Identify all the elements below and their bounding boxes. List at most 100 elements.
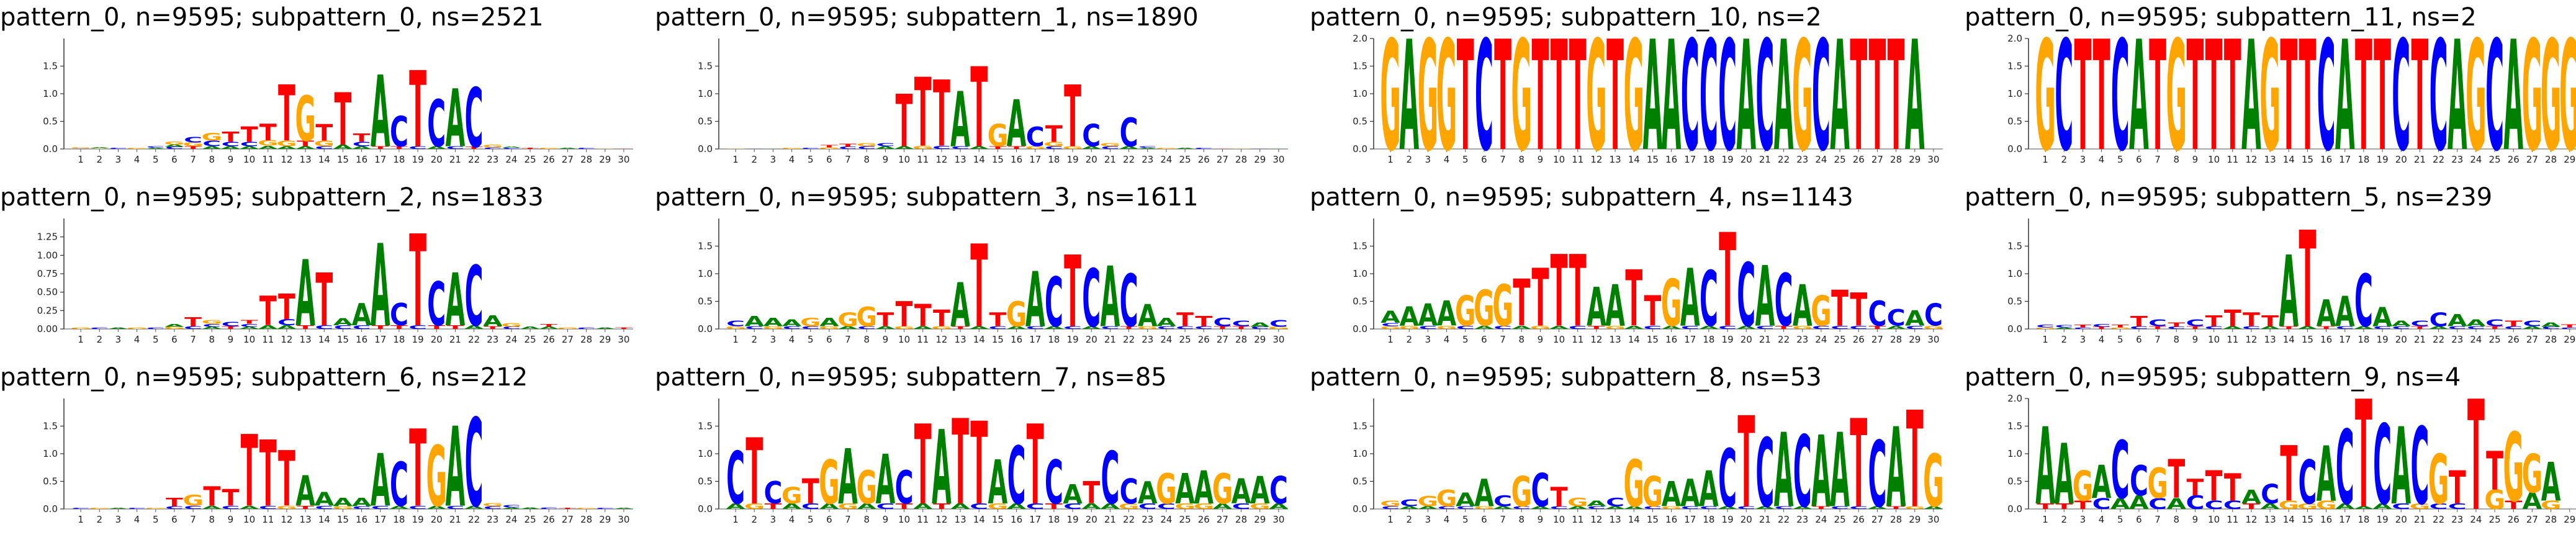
logo-letter-T: T xyxy=(615,327,633,330)
x-tick-label: 20 xyxy=(431,334,443,345)
logo-letter-G: G xyxy=(2428,440,2449,520)
logo-letter-C: C xyxy=(745,325,763,330)
x-tick-label: 20 xyxy=(2395,334,2407,345)
logo-letter-T: T xyxy=(2505,499,2522,512)
x-tick-label: 20 xyxy=(1086,154,1097,165)
logo-letter-C: C xyxy=(2261,479,2279,510)
logo-letter-T: T xyxy=(839,143,857,148)
logo-letter-G: G xyxy=(1399,325,1420,330)
x-tick-label: 12 xyxy=(281,154,292,165)
logo-letter-T: T xyxy=(2224,466,2241,510)
logo-letter-A: A xyxy=(1643,32,1663,175)
x-tick-label: 25 xyxy=(525,334,536,345)
x-tick-label: 22 xyxy=(468,514,480,525)
x-tick-label: 30 xyxy=(1272,514,1284,525)
logo-letter-A: A xyxy=(1774,32,1794,175)
logo-letter-G: G xyxy=(1455,287,1476,336)
logo-letter-G: G xyxy=(1436,325,1457,330)
x-tick-label: 9 xyxy=(1538,154,1544,165)
x-tick-label: 20 xyxy=(1741,154,1752,165)
logo-letter-C: C xyxy=(1269,319,1288,330)
logo-letter-C: C xyxy=(1643,325,1662,330)
x-tick-label: 9 xyxy=(883,154,889,165)
logo-letter-C: C xyxy=(1418,325,1437,330)
x-tick-label: 1 xyxy=(1387,334,1394,345)
panel-title: pattern_0, n=9595; subpattern_1, ns=1890 xyxy=(655,3,1199,32)
logo-letter-C: C xyxy=(2111,425,2130,517)
logo-letter-A: A xyxy=(1456,489,1475,511)
x-tick-label: 27 xyxy=(562,514,574,525)
x-tick-label: 20 xyxy=(2395,154,2407,165)
logo-letter-C: C xyxy=(1587,505,1606,510)
x-tick-label: 23 xyxy=(2451,514,2463,525)
x-tick-label: 1 xyxy=(78,514,84,525)
logo-letter-C: C xyxy=(277,318,296,327)
logo-letter-T: T xyxy=(2280,431,2297,519)
logo-letter-T: T xyxy=(1195,313,1213,329)
x-tick-label: 4 xyxy=(1444,334,1450,345)
logo-letter-A: A xyxy=(426,145,446,150)
x-tick-label: 28 xyxy=(580,154,592,165)
logo-letter-A: A xyxy=(464,505,484,510)
logo-letter-T: T xyxy=(1888,32,1905,175)
logo-letter-G: G xyxy=(1642,468,1664,517)
x-tick-label: 18 xyxy=(393,334,405,345)
logo-letter-C: C xyxy=(1045,145,1063,150)
logo-letter-C: C xyxy=(71,148,90,149)
logo-letter-G: G xyxy=(1792,325,1813,330)
logo-letter-T: T xyxy=(896,502,913,511)
logo-letter-G: G xyxy=(1511,32,1532,175)
logo-letter-G: G xyxy=(837,309,858,331)
x-tick-label: 3 xyxy=(770,514,777,525)
logo-letter-T: T xyxy=(428,325,445,330)
x-tick-label: 27 xyxy=(562,334,574,345)
x-tick-label: 28 xyxy=(2545,514,2557,525)
x-tick-label: 22 xyxy=(2433,154,2444,165)
x-tick-label: 18 xyxy=(2358,514,2369,525)
logo-letter-G: G xyxy=(501,322,521,328)
x-tick-label: 2 xyxy=(751,154,757,165)
logo-letter-A: A xyxy=(258,145,278,150)
logo-letter-T: T xyxy=(222,129,240,145)
x-tick-label: 1 xyxy=(2042,334,2048,345)
logo-letter-C: C xyxy=(1251,148,1269,149)
x-tick-label: 2 xyxy=(96,154,102,165)
logo-letter-T: T xyxy=(1569,32,1587,175)
logo-letter-A: A xyxy=(838,434,858,522)
logo-letter-T: T xyxy=(1606,32,1624,175)
logo-letter-T: T xyxy=(1588,325,1605,330)
logo-letter-T: T xyxy=(2037,502,2054,511)
y-tick-label: 1.0 xyxy=(2007,88,2022,99)
x-tick-label: 11 xyxy=(1572,334,1583,345)
logo-letter-C: C xyxy=(502,326,521,330)
logo-letter-A: A xyxy=(2298,325,2318,330)
x-tick-label: 11 xyxy=(262,154,274,165)
logo-letter-A: A xyxy=(2260,325,2280,330)
x-tick-label: 28 xyxy=(580,334,592,345)
x-tick-label: 26 xyxy=(1853,514,1865,525)
logo-letter-A: A xyxy=(1662,32,1682,175)
y-tick-label: 1.5 xyxy=(43,421,58,432)
logo-letter-A: A xyxy=(1549,325,1569,330)
logo-letter-T: T xyxy=(1027,402,1044,529)
x-tick-label: 5 xyxy=(153,154,159,165)
logo-letter-G: G xyxy=(1100,142,1120,147)
logo-letter-A: A xyxy=(614,508,634,510)
logo-letter-C: C xyxy=(1026,502,1045,511)
x-tick-label: 15 xyxy=(992,514,1004,525)
logo-letter-C: C xyxy=(2186,318,2204,329)
logo-letter-A: A xyxy=(763,316,783,329)
logo-letter-T: T xyxy=(466,146,483,150)
logo-letter-C: C xyxy=(1194,148,1213,150)
x-tick-label: 15 xyxy=(337,514,349,525)
logo-letter-T: T xyxy=(2149,325,2166,330)
logo-letter-A: A xyxy=(164,144,184,148)
logo-letter-C: C xyxy=(2373,325,2392,330)
panel-title: pattern_0, n=9595; subpattern_3, ns=1611 xyxy=(655,183,1199,212)
logo-letter-G: G xyxy=(539,148,559,150)
x-tick-label: 24 xyxy=(505,154,517,165)
logo-letter-T: T xyxy=(184,145,202,150)
x-tick-label: 30 xyxy=(1927,154,1939,165)
x-tick-label: 23 xyxy=(487,334,498,345)
logo-panel: pattern_0, n=9595; subpattern_3, ns=1611… xyxy=(655,180,1300,360)
